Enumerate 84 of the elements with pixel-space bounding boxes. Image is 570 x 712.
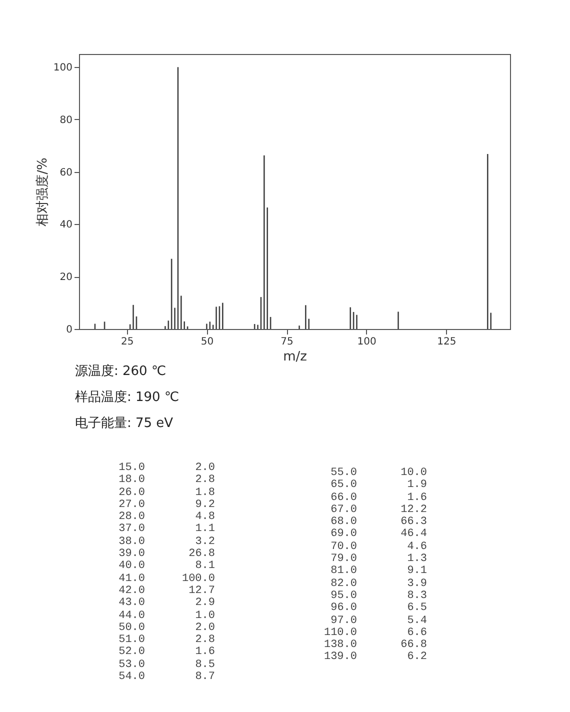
text: 26.0 (118, 486, 145, 499)
text: 3.9 (406, 578, 427, 590)
text: 1.8 (194, 486, 215, 499)
text: 9.2 (194, 498, 215, 512)
text: 4.8 (194, 511, 215, 524)
text: 8.3 (406, 590, 427, 602)
y-tick-label: 60 (60, 167, 72, 178)
text: 95.0 (330, 590, 357, 602)
text: 15.0 (118, 462, 145, 474)
text: 1.6 (406, 492, 427, 504)
text: 97.0 (330, 614, 357, 627)
text: 55.0 (330, 467, 357, 480)
y-tick-label: 40 (60, 220, 72, 231)
text: 46.4 (400, 528, 427, 541)
text: 139.0 (322, 651, 357, 664)
text: 66.3 (400, 516, 427, 528)
text: 44.0 (118, 610, 145, 622)
x-tick-label: 50 (200, 336, 214, 348)
text: 39.0 (118, 548, 145, 560)
text: 电子能量: 75 eV (75, 415, 174, 433)
text: 41.0 (118, 572, 145, 585)
text: 8.5 (194, 658, 215, 672)
text: 6.5 (406, 602, 427, 615)
x-tick-label: 100 (357, 336, 376, 348)
x-tick-label: 125 (437, 336, 456, 348)
text: 37.0 (118, 523, 145, 536)
text: 源温度: 260 ℃ (75, 363, 168, 381)
text: 2.0 (194, 462, 215, 474)
text: 27.0 (118, 498, 145, 512)
text: 12.2 (400, 504, 427, 516)
text: 2.9 (194, 597, 215, 610)
text: 18.0 (118, 474, 145, 487)
y-tick-label: 100 (53, 62, 72, 74)
text: 66.8 (400, 639, 427, 652)
text: 42.0 (118, 584, 145, 598)
text: 82.0 (330, 578, 357, 590)
text: 5.4 (406, 614, 427, 627)
text: 1.6 (194, 646, 215, 659)
y-axis-title: 相对强度/% (34, 158, 50, 226)
text: 8.7 (194, 671, 215, 684)
text: 10.0 (400, 467, 427, 480)
text: 70.0 (330, 540, 357, 554)
text: 26.8 (188, 548, 215, 560)
text: 53.0 (118, 658, 145, 672)
x-tick-label: 25 (121, 336, 134, 348)
text: 8.1 (194, 560, 215, 573)
text: 79.0 (330, 553, 357, 566)
text: 9.1 (406, 565, 427, 578)
text: 50.0 (118, 622, 145, 634)
x-axis-title: m/z (283, 350, 308, 364)
text: 100.0 (180, 572, 215, 585)
text: 2.8 (194, 474, 215, 487)
text: 1.9 (406, 479, 427, 492)
text: 110.0 (322, 626, 357, 640)
y-tick-label: 80 (60, 114, 72, 126)
text: 1.0 (194, 610, 215, 622)
text: 68.0 (330, 516, 357, 528)
text: 28.0 (118, 511, 145, 524)
text: 67.0 (330, 504, 357, 516)
text: 52.0 (118, 646, 145, 659)
text: 2.0 (194, 622, 215, 634)
text: 1.1 (194, 523, 215, 536)
text: 样品温度: 190 ℃ (75, 389, 180, 407)
text: 2.8 (194, 634, 215, 646)
text: 6.2 (406, 651, 427, 664)
text: 4.6 (406, 540, 427, 554)
text: 6.6 (406, 626, 427, 640)
text: 69.0 (330, 528, 357, 541)
text: 1.3 (406, 553, 427, 566)
text: 12.7 (188, 584, 215, 598)
x-tick-label: 75 (280, 336, 294, 348)
text: 51.0 (118, 634, 145, 646)
text: 43.0 (118, 597, 145, 610)
text: 96.0 (330, 602, 357, 615)
y-tick-label: 0 (66, 324, 72, 336)
text: 40.0 (118, 560, 145, 573)
text: 54.0 (118, 671, 145, 684)
text: 81.0 (330, 565, 357, 578)
text: 66.0 (330, 492, 357, 504)
text: 138.0 (322, 639, 357, 652)
text: 65.0 (330, 479, 357, 492)
y-tick-label: 20 (60, 272, 72, 284)
text: 38.0 (118, 536, 145, 548)
text: 3.2 (194, 536, 215, 548)
